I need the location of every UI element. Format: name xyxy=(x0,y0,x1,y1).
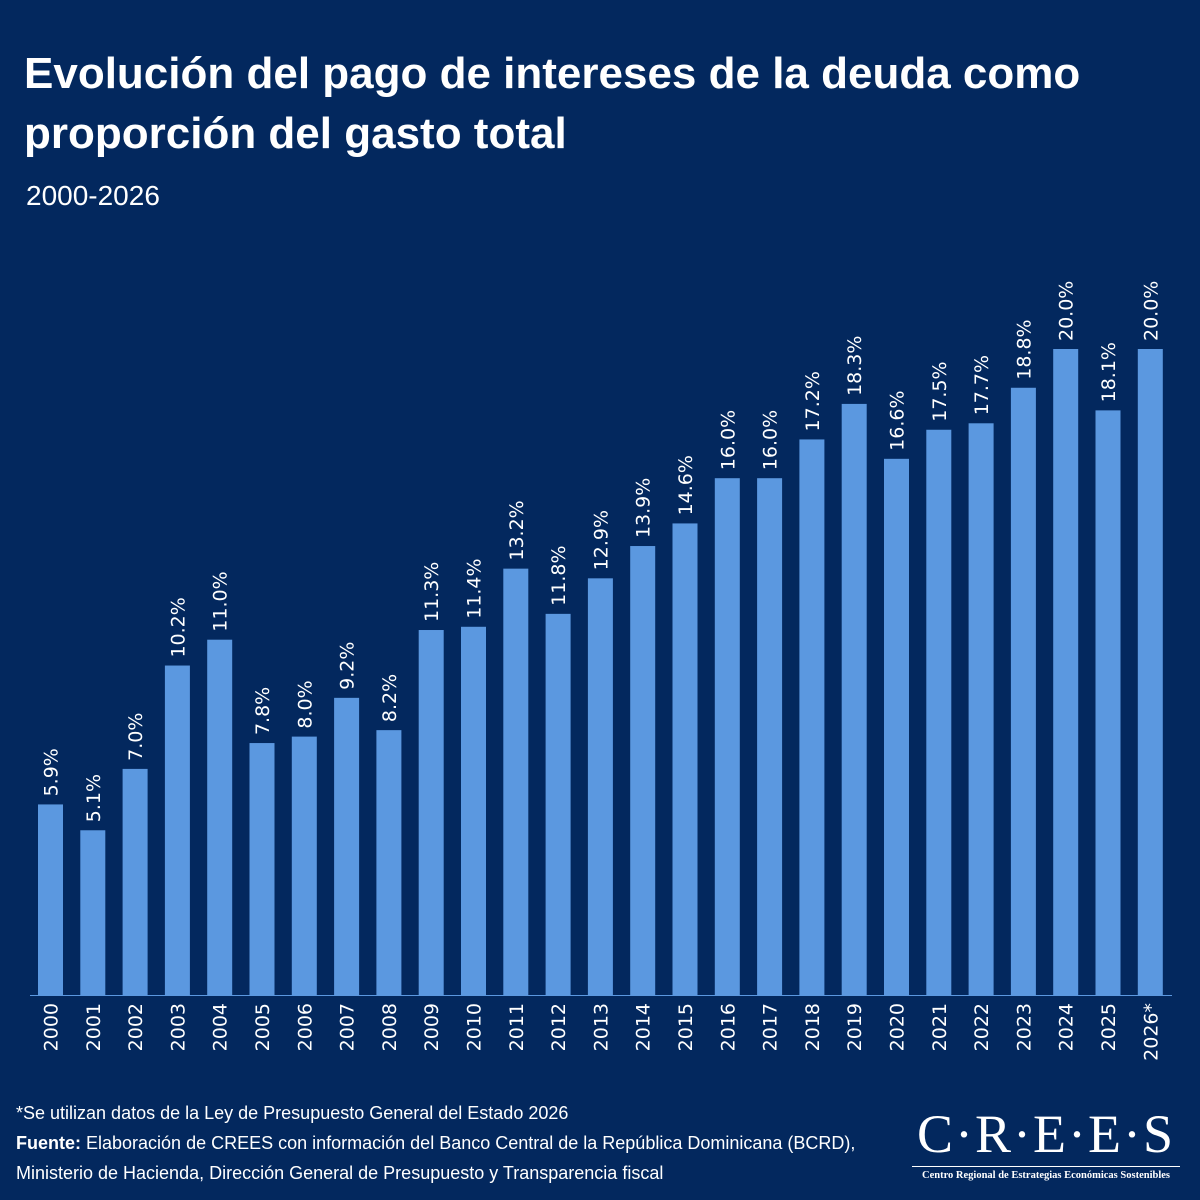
x-tick-label: 2008 xyxy=(379,1003,401,1051)
bar-2000 xyxy=(38,804,63,995)
value-label: 11.4% xyxy=(464,558,486,618)
value-label: 8.0% xyxy=(294,680,316,728)
bar-2006 xyxy=(291,736,317,995)
value-label: 10.2% xyxy=(167,597,189,657)
x-tick-label: 2013 xyxy=(590,1003,612,1051)
bar-2008 xyxy=(376,730,402,995)
x-tick-label: 2017 xyxy=(760,1003,782,1051)
x-tick-label: 2023 xyxy=(1013,1003,1035,1051)
x-tick-label: 2019 xyxy=(844,1003,866,1051)
value-label: 11.3% xyxy=(421,562,443,622)
footnote: *Se utilizan datos de la Ley de Presupue… xyxy=(16,1103,569,1123)
chart-title: Evolución del pago de intereses de la de… xyxy=(24,49,1081,158)
bar-2020 xyxy=(884,458,909,995)
value-label: 11.8% xyxy=(548,546,570,606)
x-tick-label: 2020 xyxy=(887,1003,909,1051)
bar-2026* xyxy=(1137,349,1163,995)
value-label: 7.8% xyxy=(252,687,274,735)
logo-tagline: Centro Regional de Estrategias Económica… xyxy=(921,1170,1170,1181)
x-tick-label: 2021 xyxy=(929,1003,951,1051)
bar-2011 xyxy=(503,568,529,995)
bar-2009 xyxy=(418,630,444,995)
bar-2024 xyxy=(1053,349,1079,995)
value-label: 17.7% xyxy=(971,355,993,415)
value-label: 14.6% xyxy=(675,455,697,515)
x-tick-label: 2005 xyxy=(252,1003,274,1051)
source-note: Fuente: Elaboración de CREES con informa… xyxy=(16,1128,896,1188)
bar-2025 xyxy=(1095,410,1121,995)
value-label: 20.0% xyxy=(1140,281,1162,341)
bar-2012 xyxy=(545,613,571,995)
x-tick-label: 2000 xyxy=(41,1003,63,1051)
chart-subtitle: 2000-2026 xyxy=(26,180,160,211)
value-label: 18.3% xyxy=(844,336,866,396)
value-label: 16.0% xyxy=(717,410,739,470)
crees-logo: C·R·E·E·S Centro Regional de Estrategias… xyxy=(912,1104,1180,1192)
x-tick-label: 2016 xyxy=(717,1003,739,1051)
bar-2003 xyxy=(164,665,190,995)
value-label: 11.0% xyxy=(210,571,232,631)
logo-name: C·R·E·E·S xyxy=(917,1104,1175,1164)
x-tick-label: 2006 xyxy=(294,1003,316,1051)
value-label: 17.2% xyxy=(802,371,824,431)
x-tick-label: 2012 xyxy=(548,1003,570,1051)
value-label: 13.2% xyxy=(506,500,528,560)
value-label: 5.1% xyxy=(83,774,105,822)
bar-2017 xyxy=(757,478,783,995)
value-label: 8.2% xyxy=(379,674,401,722)
value-label: 5.9% xyxy=(41,748,63,796)
value-label: 17.5% xyxy=(929,361,951,421)
x-tick-label: 2002 xyxy=(125,1003,147,1051)
x-tick-label: 2007 xyxy=(337,1003,359,1051)
source-label: Fuente: xyxy=(16,1133,81,1153)
value-label: 16.6% xyxy=(887,390,909,450)
bar-2005 xyxy=(249,743,275,995)
value-label: 16.0% xyxy=(760,410,782,470)
bar-2019 xyxy=(841,403,867,995)
bar-chart: 5.9% 2000 5.1% 2001 7.0% 2002 10.2% 2003 11.0% 20… xyxy=(30,281,1172,1061)
x-tick-label: 2010 xyxy=(464,1003,486,1051)
x-tick-label: 2026* xyxy=(1140,1003,1162,1061)
bar-2021 xyxy=(926,429,952,995)
value-label: 18.8% xyxy=(1013,319,1035,379)
bar-2016 xyxy=(714,478,740,995)
bar-2004 xyxy=(207,639,233,995)
x-tick-label: 2018 xyxy=(802,1003,824,1051)
x-tick-label: 2024 xyxy=(1056,1003,1078,1051)
value-label: 18.1% xyxy=(1098,342,1120,402)
value-label: 12.9% xyxy=(590,510,612,570)
footer-notes: *Se utilizan datos de la Ley de Presupue… xyxy=(16,1098,896,1188)
x-tick-label: 2025 xyxy=(1098,1003,1120,1051)
logo-divider xyxy=(912,1166,1180,1167)
bar-2023 xyxy=(1010,387,1036,995)
x-tick-label: 2011 xyxy=(506,1003,528,1051)
bar-2014 xyxy=(630,546,656,995)
x-tick-label: 2009 xyxy=(421,1003,443,1051)
x-tick-label: 2003 xyxy=(167,1003,189,1051)
x-tick-label: 2014 xyxy=(633,1003,655,1051)
bar-2015 xyxy=(672,523,698,995)
bar-2013 xyxy=(587,578,613,995)
value-label: 7.0% xyxy=(125,713,147,761)
source-text: Elaboración de CREES con información del… xyxy=(16,1133,856,1183)
bar-2002 xyxy=(122,768,148,995)
value-label: 9.2% xyxy=(337,642,359,690)
value-label: 20.0% xyxy=(1056,281,1078,341)
x-tick-label: 2022 xyxy=(971,1003,993,1051)
bar-2001 xyxy=(80,830,106,995)
bar-2010 xyxy=(461,626,486,995)
x-tick-label: 2015 xyxy=(675,1003,697,1051)
x-tick-label: 2001 xyxy=(83,1003,105,1051)
value-label: 13.9% xyxy=(633,478,655,538)
bar-2018 xyxy=(799,439,825,995)
bar-2022 xyxy=(968,423,994,995)
bar-2007 xyxy=(334,697,360,995)
x-tick-label: 2004 xyxy=(210,1003,232,1051)
